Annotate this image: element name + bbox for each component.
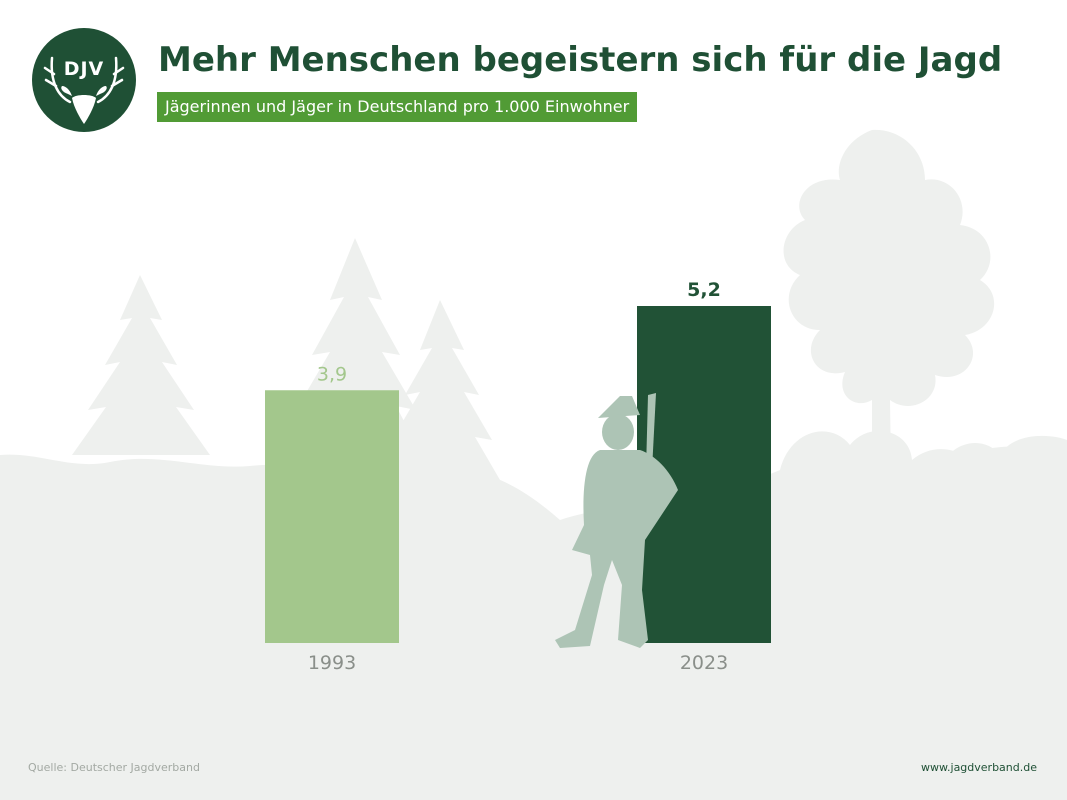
- x-tick-labels-group: 1993 2023: [308, 652, 728, 674]
- logo-text: DJV: [63, 58, 105, 80]
- x-tick-label-1993: 1993: [308, 652, 356, 674]
- x-tick-label-2023: 2023: [680, 652, 728, 674]
- deer-antler-logo-icon: [43, 56, 125, 124]
- page-subtitle: Jägerinnen und Jäger in Deutschland pro …: [157, 92, 638, 122]
- source-note: Quelle: Deutscher Jagdverband: [28, 761, 200, 774]
- djv-logo: DJV: [32, 28, 136, 132]
- value-label-2023: 5,2: [687, 279, 721, 301]
- bars-group: [265, 306, 771, 643]
- value-labels-group: 3,9 5,2: [317, 279, 721, 385]
- value-label-1993: 3,9: [317, 363, 347, 385]
- bar-1993: [265, 390, 399, 643]
- website-link[interactable]: www.jagdverband.de: [921, 761, 1037, 774]
- page-title: Mehr Menschen begeistern sich für die Ja…: [158, 40, 1003, 80]
- hunter-silhouette-icon: [555, 393, 678, 648]
